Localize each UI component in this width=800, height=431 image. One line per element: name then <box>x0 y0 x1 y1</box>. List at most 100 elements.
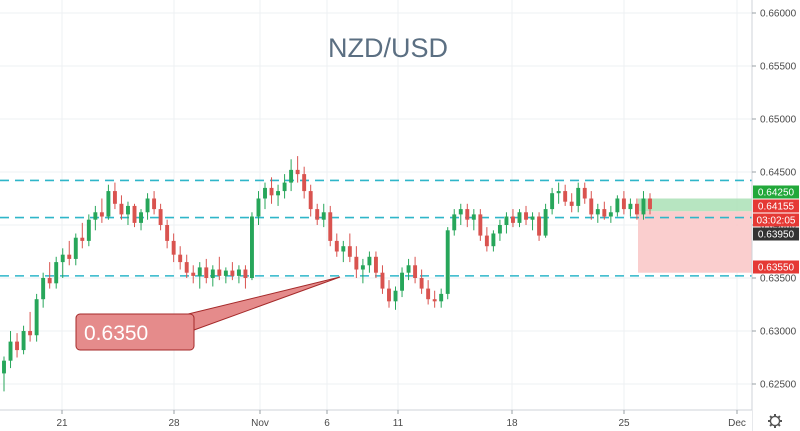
candle <box>576 182 581 213</box>
candle-body <box>223 270 228 276</box>
candle-body <box>67 254 72 259</box>
price-badge-bg <box>753 227 799 241</box>
candle <box>295 156 300 183</box>
y-tick-label: 0.65500 <box>760 62 797 73</box>
candle-body <box>119 203 124 215</box>
candle-body <box>478 214 483 236</box>
y-tick-label: 0.63000 <box>760 327 797 338</box>
candle <box>236 265 241 284</box>
y-tick-label: 0.63500 <box>760 274 797 285</box>
candle <box>595 203 600 223</box>
candle-body <box>256 198 261 217</box>
candle <box>543 203 548 238</box>
price-badge: 0.63550 <box>753 260 799 274</box>
candle-body <box>86 219 91 241</box>
candle <box>99 198 104 223</box>
candle <box>458 203 463 225</box>
candle <box>465 203 470 228</box>
candle-body <box>139 212 143 223</box>
candle <box>302 166 307 199</box>
time-axis[interactable]: 21 28 Nov 6 11 18 25 Dec <box>0 409 752 431</box>
candle-body <box>458 209 463 215</box>
candle <box>347 233 352 263</box>
gear-icon[interactable] <box>768 414 782 428</box>
candle-body <box>126 205 130 215</box>
candle-body <box>93 212 98 220</box>
price-badge-bg <box>753 185 799 199</box>
x-tick-label: 6 <box>324 418 330 429</box>
candle-body <box>269 187 274 196</box>
candle-body <box>589 198 594 215</box>
price-badge-bg <box>753 213 799 227</box>
candle <box>2 356 6 392</box>
candle-body <box>73 237 78 259</box>
candle-body <box>8 341 13 361</box>
candle <box>478 209 483 241</box>
candle <box>315 203 320 225</box>
candle <box>628 198 633 217</box>
candle <box>380 265 385 294</box>
candle <box>602 201 607 220</box>
profit-zone <box>638 198 752 212</box>
candle <box>73 233 78 266</box>
candle-body <box>426 288 431 300</box>
candle <box>511 209 515 228</box>
candle <box>132 203 137 228</box>
candle-body <box>184 262 189 273</box>
candle-body <box>236 269 241 276</box>
candle-body <box>432 299 437 302</box>
candle <box>471 209 476 231</box>
candle-body <box>602 209 607 217</box>
candle <box>223 267 228 284</box>
price-badge-label: 0.64155 <box>758 202 795 213</box>
candle-body <box>550 193 555 210</box>
candle-body <box>406 265 411 273</box>
candle <box>256 191 261 225</box>
candle <box>484 227 489 252</box>
candle <box>139 209 143 231</box>
candle-body <box>178 254 183 263</box>
candle-body <box>263 187 267 199</box>
candle <box>15 333 20 358</box>
candle-body <box>576 187 581 206</box>
candle-body <box>158 209 163 225</box>
candle <box>276 184 281 206</box>
candle-body <box>634 203 639 215</box>
price-badge-label: 0.63950 <box>758 230 795 241</box>
candle-body <box>191 272 196 276</box>
x-tick-label: Nov <box>251 418 269 429</box>
candle <box>184 254 189 278</box>
candle-body <box>21 331 26 351</box>
x-tick-label: Dec <box>728 418 746 429</box>
x-tick-label: 21 <box>56 418 68 429</box>
candle-body <box>341 246 346 252</box>
gear-ring <box>769 415 781 427</box>
y-tick-label: 0.65000 <box>760 115 797 126</box>
candle-body <box>197 267 202 276</box>
candle-body <box>648 198 652 210</box>
candle-body <box>400 272 404 291</box>
candle <box>263 182 267 210</box>
candle <box>86 214 91 247</box>
price-badge-label: 03:02:05 <box>757 216 796 227</box>
candle <box>387 280 391 308</box>
candle-body <box>99 212 104 217</box>
candle <box>289 159 294 192</box>
candle <box>171 233 176 263</box>
candle <box>269 177 274 204</box>
candle <box>158 203 163 231</box>
candle <box>393 286 398 310</box>
candle-body <box>2 360 6 374</box>
candle-body <box>321 212 326 220</box>
candle-body <box>28 331 33 336</box>
candle <box>504 212 509 234</box>
candle <box>250 212 254 281</box>
candle <box>419 269 424 294</box>
time-axis-bg <box>0 410 752 431</box>
candle <box>413 256 418 284</box>
candle <box>119 195 124 220</box>
candle <box>106 184 111 220</box>
candle <box>341 240 346 263</box>
candle <box>334 233 339 257</box>
